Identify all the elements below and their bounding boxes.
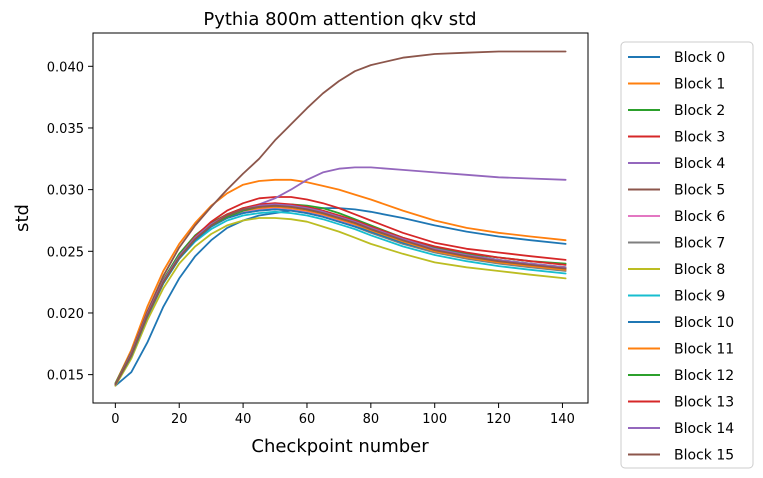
chart-title: Pythia 800m attention qkv std — [203, 9, 476, 30]
legend-label-block-6: Block 6 — [674, 209, 725, 225]
x-tick-label: 80 — [363, 412, 380, 427]
legend-label-block-12: Block 12 — [674, 368, 734, 384]
x-tick-label: 120 — [486, 412, 511, 427]
legend-label-block-2: Block 2 — [674, 103, 725, 119]
y-axis-label: std — [12, 204, 33, 232]
y-tick-label: 0.020 — [47, 307, 84, 322]
y-tick-label: 0.035 — [47, 122, 84, 137]
legend-label-block-10: Block 10 — [674, 315, 734, 331]
legend-label-block-15: Block 15 — [674, 448, 734, 464]
x-tick-label: 140 — [550, 412, 575, 427]
x-tick-label: 60 — [299, 412, 316, 427]
x-axis: 0 20 40 60 80 100 120 140 — [111, 403, 575, 427]
legend-label-block-11: Block 11 — [674, 342, 734, 358]
legend-label-block-1: Block 1 — [674, 77, 725, 93]
y-axis: 0.015 0.020 0.025 0.030 0.035 0.040 — [47, 60, 93, 384]
legend-label-block-3: Block 3 — [674, 130, 725, 146]
x-tick-label: 40 — [235, 412, 252, 427]
x-tick-label: 20 — [171, 412, 188, 427]
series-line-block-1 — [114, 178, 567, 385]
legend-frame — [620, 41, 754, 469]
legend-label-block-9: Block 9 — [674, 289, 725, 305]
x-tick-label: 0 — [111, 412, 119, 427]
y-tick-label: 0.040 — [47, 60, 84, 75]
y-tick-label: 0.025 — [47, 245, 84, 260]
series-layer — [114, 50, 567, 387]
series-line-block-8 — [114, 217, 567, 387]
x-tick-label: 100 — [422, 412, 447, 427]
y-tick-label: 0.015 — [47, 369, 84, 384]
plot-frame — [92, 32, 589, 404]
y-tick-label: 0.030 — [47, 184, 84, 199]
legend-label-block-0: Block 0 — [674, 50, 725, 66]
legend-label-block-13: Block 13 — [674, 395, 734, 411]
legend-label-block-14: Block 14 — [674, 421, 734, 437]
legend-label-block-7: Block 7 — [674, 236, 725, 252]
legend-label-block-8: Block 8 — [674, 262, 725, 278]
legend-label-block-5: Block 5 — [674, 183, 725, 199]
series-line-block-5 — [114, 50, 567, 386]
x-axis-label: Checkpoint number — [251, 436, 429, 457]
series-line-block-15 — [114, 204, 567, 386]
legend-label-block-4: Block 4 — [674, 156, 725, 172]
legend: Block 0 Block 1 Block 2 Block 3 Block 4 Block… — [620, 41, 754, 469]
